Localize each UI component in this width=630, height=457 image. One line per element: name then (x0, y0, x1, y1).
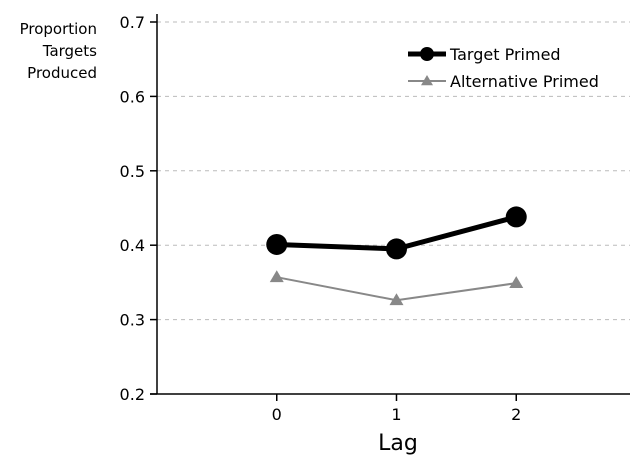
y-axis-label-line-3: Produced (27, 64, 97, 82)
legend-label-1: Alternative Primed (450, 72, 599, 91)
series-1-point-1 (389, 293, 404, 306)
x-axis-label: Lag (378, 431, 418, 456)
y-axis-label-line-1: Proportion (19, 20, 97, 38)
series-1-point-2 (509, 276, 524, 289)
y-axis-label: Proportion Targets Produced (0, 20, 97, 90)
x-tick-label-1: 1 (391, 405, 401, 424)
grid-lines (157, 21, 630, 321)
y-tick-label-0: 0.2 (120, 385, 145, 404)
y-tick-label-1: 0.3 (120, 311, 145, 330)
x-tick-label-0: 0 (272, 405, 282, 424)
legend-marker-0 (420, 47, 434, 61)
legend-label-0: Target Primed (449, 45, 561, 64)
y-axis-label-line-2: Targets (42, 42, 97, 60)
y-tick-label-3: 0.5 (120, 162, 145, 181)
y-tick-label-2: 0.4 (120, 236, 145, 255)
series-0-point-1 (385, 238, 407, 260)
series-0-point-0 (266, 233, 288, 255)
axes: 0.2 0.3 0.4 0.5 0.6 0.7 0 1 2 (120, 13, 630, 424)
legend: Target Primed Alternative Primed (408, 45, 599, 91)
legend-marker-1 (421, 75, 433, 86)
series-0-point-2 (505, 206, 527, 228)
y-tick-label-4: 0.6 (120, 87, 145, 106)
series-group (266, 206, 527, 306)
y-tick-label-5: 0.7 (120, 13, 145, 32)
series-1-point-0 (269, 270, 284, 283)
x-tick-label-2: 2 (511, 405, 521, 424)
